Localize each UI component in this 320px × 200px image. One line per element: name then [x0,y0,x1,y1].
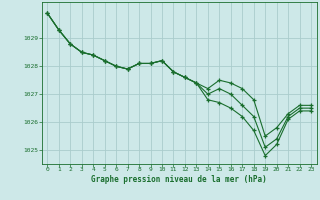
X-axis label: Graphe pression niveau de la mer (hPa): Graphe pression niveau de la mer (hPa) [91,175,267,184]
